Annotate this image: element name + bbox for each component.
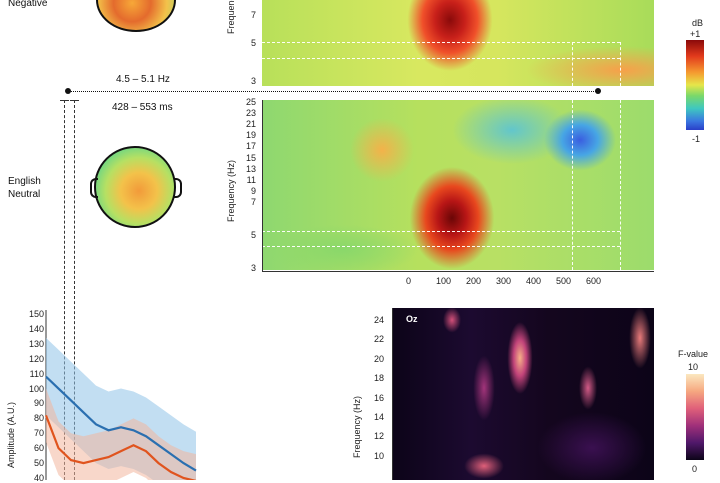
marker-cap-1 — [60, 100, 69, 101]
axis-mid-bottom — [262, 271, 654, 272]
time-line-top-1 — [572, 42, 573, 86]
ytick-mid-15: 15 — [245, 152, 256, 163]
colorbar-f-title: F-value — [678, 349, 709, 359]
time-line-top-2 — [620, 42, 621, 86]
xtick-time-500: 500 — [556, 276, 572, 286]
ytick-top-3: 3 — [250, 76, 256, 86]
heatmap-top — [262, 0, 654, 86]
amplitude-line-1 — [44, 414, 197, 480]
xtick-time-400: 400 — [526, 276, 542, 286]
marker-cap-2 — [70, 100, 79, 101]
ytick-f-12: 12 — [373, 431, 384, 442]
ytick-f-22: 22 — [373, 334, 384, 345]
ytick-amp-120: 120 — [28, 353, 44, 364]
colorbar-db-title: dB — [692, 18, 704, 28]
heatmap-english-neutral — [262, 100, 654, 270]
connector-dot-left — [65, 88, 71, 94]
ytick-f-18: 18 — [373, 373, 384, 384]
ytick-amp-70: 70 — [33, 428, 44, 439]
xtick-time-0: 0 — [406, 276, 412, 286]
ytick-top-5: 5 — [250, 38, 256, 48]
topomap-ear-right — [174, 178, 182, 198]
xtick-time-300: 300 — [496, 276, 512, 286]
label-english: English — [8, 176, 41, 187]
colorbar-db-max: +1 — [690, 29, 701, 39]
marker-vertical-1 — [64, 100, 65, 480]
dotted-connector-line — [68, 91, 598, 92]
ytick-amp-130: 130 — [28, 338, 44, 349]
freq-band-label: 4.5 – 5.1 Hz — [116, 74, 170, 85]
ytick-amp-60: 60 — [33, 443, 44, 454]
ytick-amp-110: 110 — [29, 368, 44, 379]
ytick-f-20: 20 — [373, 353, 384, 364]
ytick-f-14: 14 — [373, 412, 384, 422]
ytick-mid-17: 17 — [245, 141, 256, 152]
ytick-top-7: 7 — [250, 10, 256, 20]
colorbar-db-min: -1 — [692, 134, 701, 144]
ytick-amp-100: 100 — [28, 383, 44, 394]
ylabel-f: Frequency (Hz) — [352, 395, 362, 458]
ytick-mid-13: 13 — [245, 163, 256, 174]
marker-vertical-2 — [74, 100, 75, 480]
band-line-mid-1 — [262, 231, 620, 232]
ytick-amp-50: 50 — [33, 458, 44, 469]
axis-mid-left — [262, 100, 263, 272]
band-line-mid-2 — [262, 246, 620, 247]
ytick-f-24: 24 — [373, 315, 384, 325]
ytick-mid-11: 11 — [246, 174, 256, 185]
label-negative: Negative — [8, 0, 48, 9]
ytick-f-10: 10 — [373, 450, 384, 461]
ytick-amp-40: 40 — [33, 473, 44, 483]
ylabel-amplitude: Amplitude (A.U.) — [6, 401, 16, 468]
ytick-mid-23: 23 — [245, 108, 256, 119]
colorbar-f — [686, 374, 704, 460]
time-line-mid-1 — [572, 100, 573, 270]
time-line-mid-2 — [620, 100, 621, 270]
ylabel-top: Frequency — [226, 0, 236, 34]
ytick-amp-90: 90 — [33, 398, 44, 409]
ytick-mid-19: 19 — [245, 130, 256, 141]
ytick-mid-21: 21 — [245, 119, 256, 130]
topomap-ear-left — [90, 178, 98, 198]
topomap-negative — [96, 0, 176, 32]
band-line-top-2 — [262, 58, 620, 59]
xtick-time-200: 200 — [466, 276, 482, 286]
colorbar-db — [686, 40, 704, 130]
ytick-mid-25: 25 — [245, 97, 256, 107]
amplitude-band-1 — [46, 388, 196, 480]
amplitude-line-0 — [45, 375, 197, 472]
time-window-label: 428 – 553 ms — [112, 102, 173, 113]
topomap-english-neutral — [94, 146, 176, 228]
xtick-time-600: 600 — [586, 276, 602, 286]
xtick-time-100: 100 — [436, 276, 452, 286]
colorbar-f-max: 10 — [688, 362, 699, 372]
oz-label: Oz — [406, 314, 418, 324]
band-line-top-1 — [262, 42, 620, 43]
ytick-f-16: 16 — [373, 392, 384, 403]
heatmap-f-value: Oz — [392, 308, 654, 480]
ytick-mid-3: 3 — [250, 263, 256, 273]
label-neutral: Neutral — [8, 189, 41, 200]
axis-f-left — [392, 308, 393, 480]
colorbar-f-min: 0 — [692, 464, 698, 474]
amplitude-chart — [44, 310, 197, 480]
ytick-mid-7: 7 — [250, 197, 256, 207]
ytick-amp-80: 80 — [33, 413, 44, 424]
connector-dot-right — [595, 88, 601, 94]
ytick-mid-9: 9 — [250, 185, 256, 196]
ytick-mid-5: 5 — [250, 230, 256, 240]
ytick-amp-140: 140 — [28, 323, 44, 334]
ytick-amp-150: 150 — [28, 309, 44, 319]
